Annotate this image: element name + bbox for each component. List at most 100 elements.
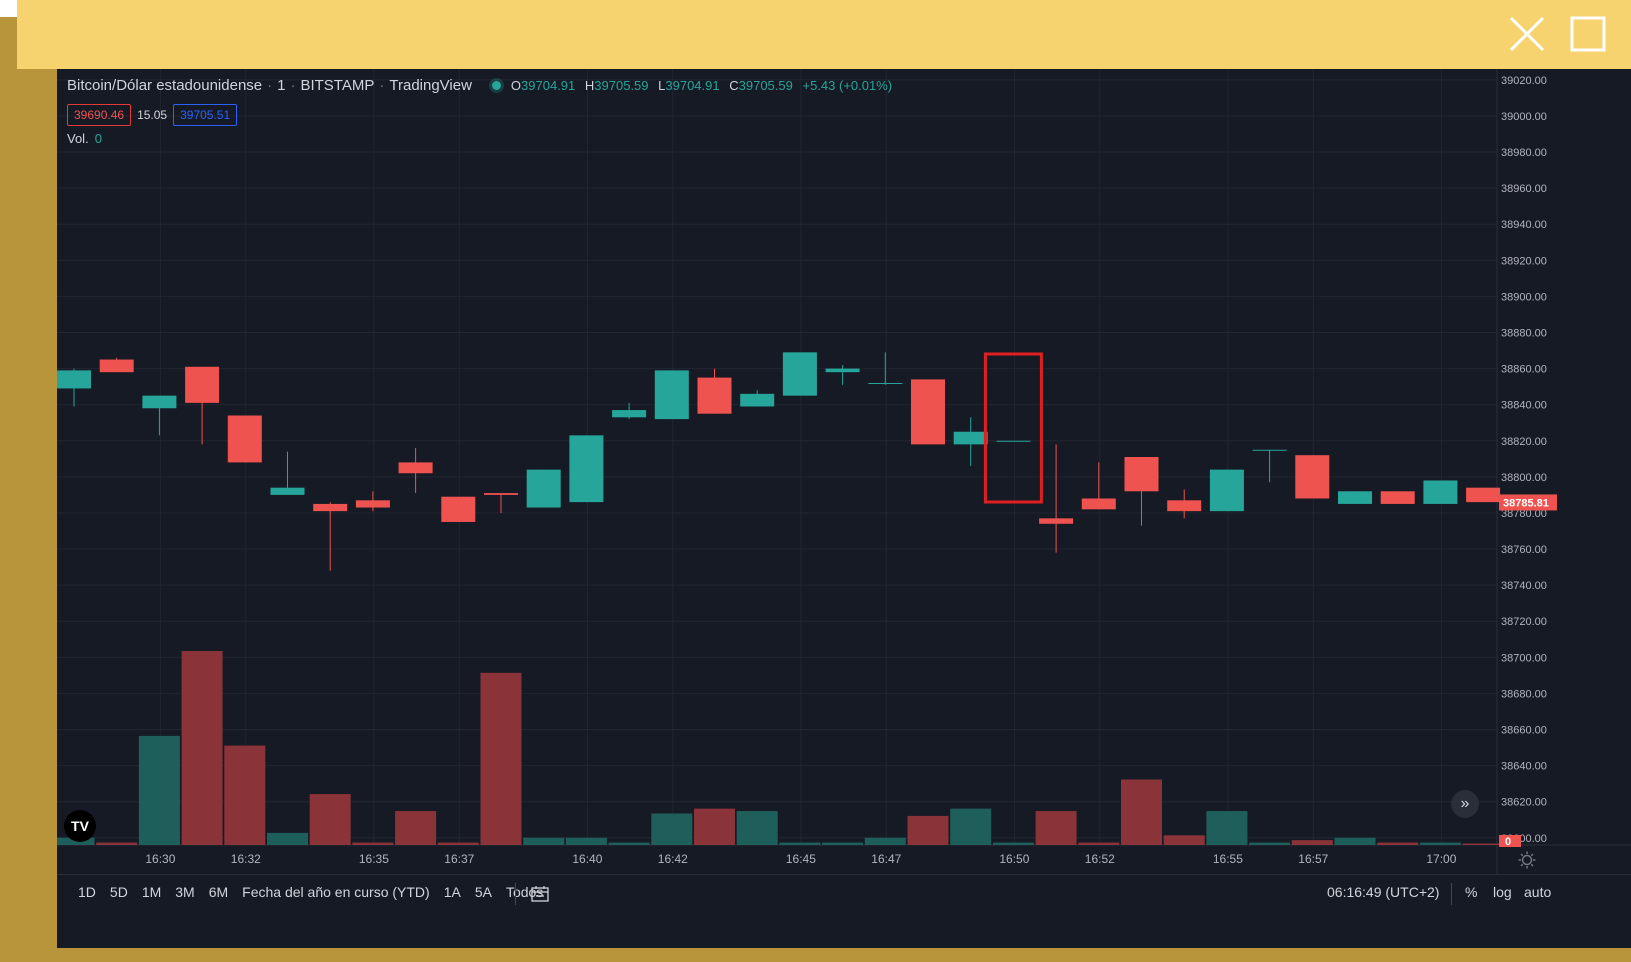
range-1d[interactable]: 1D — [78, 884, 96, 900]
range-ytd[interactable]: Fecha del año en curso (YTD) — [242, 884, 430, 900]
candle-body — [313, 503, 348, 512]
volume-value: 0 — [94, 131, 102, 146]
candle-body — [99, 359, 134, 373]
window-titlebar — [17, 0, 1631, 69]
volume-bar — [864, 837, 906, 845]
candle-body — [185, 366, 220, 403]
change-value: +5.43 (+0.01%) — [802, 78, 893, 93]
range-5a[interactable]: 5A — [474, 884, 492, 900]
candlestick-chart[interactable]: 39020.00 39000.00 38980.00 38960.00 38940.00… — [57, 69, 1631, 874]
volume-legend: Vol. 0 — [67, 131, 102, 146]
range-5d[interactable]: 5D — [109, 884, 128, 900]
candle-body — [654, 370, 689, 420]
chart-panel[interactable]: 39020.00 39000.00 38980.00 38960.00 38940.00… — [57, 69, 1631, 948]
auto-toggle[interactable]: auto — [1524, 884, 1552, 900]
volume-bar — [608, 842, 650, 845]
y-tick-label: 38640.00 — [1501, 761, 1547, 773]
chart-background — [57, 69, 1631, 874]
market-status-icon[interactable] — [491, 81, 501, 90]
sell-price-button[interactable]: 39690.46 — [67, 104, 132, 126]
volume-bar — [1334, 837, 1376, 845]
volume-bar — [992, 842, 1034, 845]
x-tick-label: 16:42 — [658, 852, 688, 866]
open-value: 39704.91 — [521, 78, 576, 93]
candle-body — [697, 377, 732, 414]
date-range-icon[interactable] — [529, 883, 551, 905]
tradingview-logo[interactable]: TV — [64, 810, 96, 842]
y-tick-label: 38880.00 — [1501, 327, 1547, 339]
y-tick-label: 38720.00 — [1501, 616, 1547, 628]
volume-bar — [480, 672, 522, 845]
scroll-to-realtime-button[interactable]: » — [1451, 790, 1479, 818]
range-1a[interactable]: 1A — [443, 884, 461, 900]
x-tick-label: 16:32 — [231, 852, 261, 866]
candle-body — [526, 469, 561, 508]
symbol-name[interactable]: Bitcoin/Dólar estadounidense — [67, 77, 263, 94]
x-tick-label: 16:35 — [359, 852, 389, 866]
y-tick-label: 38860.00 — [1501, 364, 1547, 376]
volume-bar — [181, 651, 223, 845]
frame-left — [0, 17, 57, 962]
volume-bar — [309, 794, 351, 845]
volume-bar — [1462, 843, 1504, 845]
volume-bar — [1163, 835, 1205, 845]
volume-bar — [1121, 779, 1162, 845]
candle-body — [911, 379, 945, 445]
chart-legend: Bitcoin/Dólar estadounidense · 1 · BITST… — [67, 77, 892, 94]
y-tick-label: 38900.00 — [1501, 291, 1547, 303]
volume-bar — [822, 842, 864, 845]
volume-bar — [523, 837, 565, 845]
settings-gear-icon[interactable] — [1518, 851, 1536, 869]
candle-body — [441, 496, 476, 522]
volume-bar — [96, 842, 138, 845]
x-tick-label: 16:47 — [871, 852, 901, 866]
buy-price-button[interactable]: 39705.51 — [173, 104, 238, 126]
y-tick-label: 38940.00 — [1501, 219, 1547, 231]
low-label: L — [658, 78, 666, 93]
source-label: TradingView — [389, 77, 472, 94]
range-3m[interactable]: 3M — [175, 884, 195, 900]
volume-bar — [1035, 811, 1077, 845]
candle-body — [1295, 455, 1330, 499]
log-toggle[interactable]: log — [1493, 884, 1512, 900]
candle-body — [1466, 487, 1501, 503]
exchange-label: BITSTAMP — [300, 77, 375, 94]
volume-bar — [267, 832, 308, 845]
high-value: 39705.59 — [594, 78, 649, 93]
clock-readout[interactable]: 06:16:49 (UTC+2) — [1327, 884, 1440, 900]
bid-ask-quote: 39690.46 15.05 39705.51 — [67, 104, 238, 126]
close-icon[interactable] — [1509, 16, 1545, 52]
legend-separator: · — [267, 77, 273, 94]
range-selector: 1D 5D 1M 3M 6M Fecha del año en curso (Y… — [71, 884, 550, 900]
candle-body — [1124, 457, 1159, 492]
x-tick-label: 16:57 — [1298, 852, 1328, 866]
candle-body — [953, 431, 988, 445]
low-value: 39704.91 — [665, 78, 720, 93]
candle-body — [142, 395, 177, 409]
y-tick-label: 38680.00 — [1501, 688, 1547, 700]
ohlc-values: O39704.91 H39705.59 L39704.91 C39705.59 … — [511, 78, 892, 93]
range-1m[interactable]: 1M — [141, 884, 162, 900]
candle-body — [398, 462, 433, 474]
candle-body — [57, 370, 91, 389]
y-tick-label: 38660.00 — [1501, 725, 1547, 737]
last-price-label: 38785.81 — [1503, 497, 1549, 509]
maximize-icon[interactable] — [1570, 16, 1606, 52]
y-tick-label: 38700.00 — [1501, 652, 1547, 664]
y-tick-label: 38980.00 — [1501, 147, 1547, 159]
candle-body — [1081, 498, 1116, 510]
x-tick-label: 16:55 — [1213, 852, 1243, 866]
y-tick-label: 38760.00 — [1501, 544, 1547, 556]
candle-body — [227, 415, 262, 463]
y-tick-label: 39020.00 — [1501, 75, 1547, 87]
volume-last-label: 0 — [1505, 836, 1511, 848]
candle-body — [740, 393, 775, 407]
percent-toggle[interactable]: % — [1465, 884, 1478, 900]
range-6m[interactable]: 6M — [208, 884, 229, 900]
volume-bar — [138, 735, 180, 845]
close-label: C — [729, 78, 739, 93]
interval-label[interactable]: 1 — [277, 77, 286, 94]
candle-body — [569, 435, 604, 503]
y-tick-label: 38820.00 — [1501, 436, 1547, 448]
volume-bar — [224, 745, 266, 845]
